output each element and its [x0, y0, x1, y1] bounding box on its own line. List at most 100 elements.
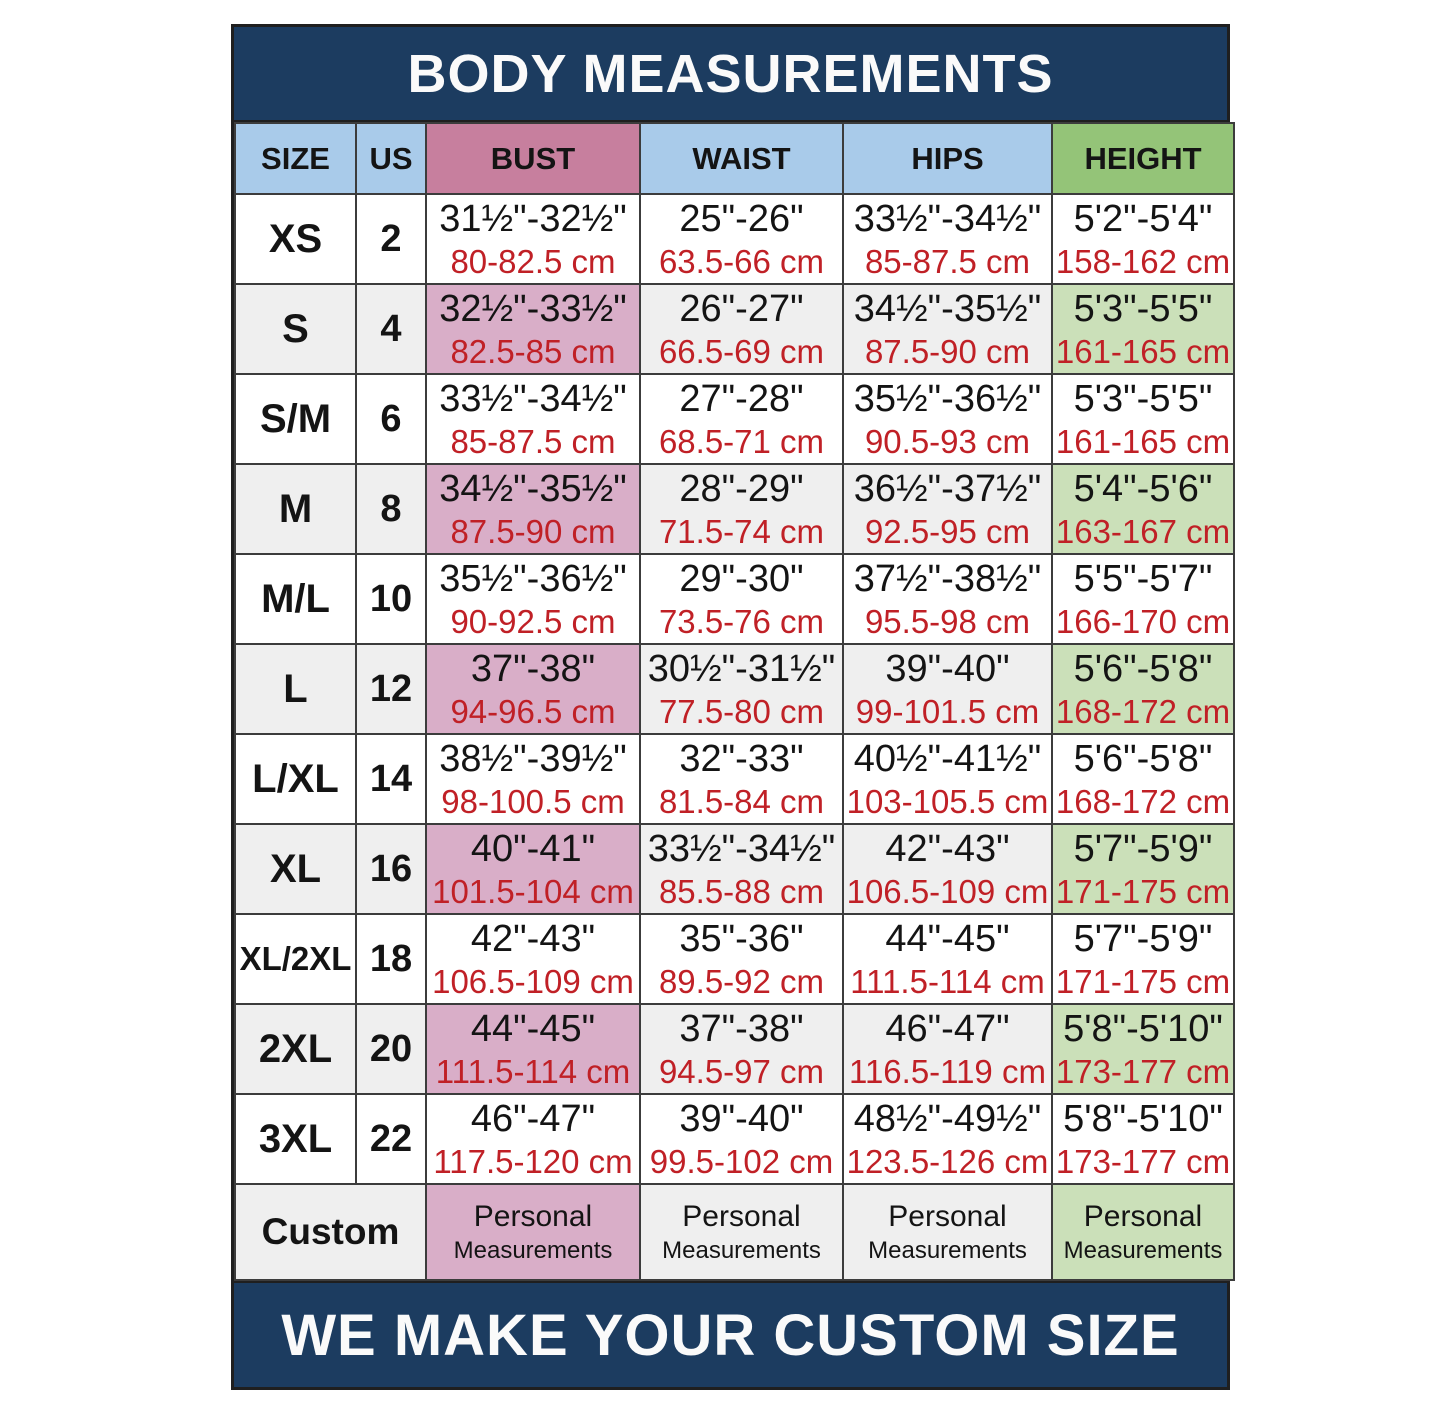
measurements-line: Measurements — [453, 1237, 613, 1264]
bust-inches: 40"-41" — [470, 827, 596, 870]
hips-inches: 42"-43" — [885, 827, 1010, 870]
waist-inches: 25"-26" — [679, 197, 804, 240]
bust-cell: 38½"-39½" 98-100.5 cm — [425, 733, 641, 825]
height-cell: 5'8"-5'10" 173-177 cm — [1051, 1003, 1235, 1095]
table-row: L/XL 14 38½"-39½" 98-100.5 cm 32"-33" 81.5-84… — [234, 733, 1235, 825]
hips-cell: 36½"-37½" 92.5-95 cm — [842, 463, 1053, 555]
height-inches: 5'3"-5'5" — [1073, 377, 1213, 420]
height-cell: 5'6"-5'8" 168-172 cm — [1051, 643, 1235, 735]
hips-centimeters: 85-87.5 cm — [864, 242, 1031, 280]
height-centimeters: 171-175 cm — [1055, 962, 1231, 1000]
us-size-value: 8 — [355, 463, 427, 555]
height-inches: 5'6"-5'8" — [1073, 737, 1213, 780]
hips-cell: 34½"-35½" 87.5-90 cm — [842, 283, 1053, 375]
us-size-value: 4 — [355, 283, 427, 375]
custom-size-label: Custom — [234, 1183, 427, 1281]
column-header-hips: HIPS — [842, 122, 1053, 195]
table-row: M 8 34½"-35½" 87.5-90 cm 28"-29" 71.5-74 cm 36… — [234, 463, 1235, 555]
waist-centimeters: 99.5-102 cm — [649, 1142, 834, 1180]
waist-inches: 29"-30" — [679, 557, 804, 600]
size-label: S — [234, 283, 357, 375]
waist-inches: 39"-40" — [679, 1097, 804, 1140]
hips-cell: 33½"-34½" 85-87.5 cm — [842, 193, 1053, 285]
height-centimeters: 161-165 cm — [1055, 422, 1231, 460]
bust-centimeters: 106.5-109 cm — [432, 962, 634, 1000]
waist-inches: 32"-33" — [679, 737, 804, 780]
waist-cell: 27"-28" 68.5-71 cm — [639, 373, 844, 465]
bust-cell: 40"-41" 101.5-104 cm — [425, 823, 641, 915]
table-row: XS 2 31½"-32½" 80-82.5 cm 25"-26" 63.5-66 cm 3… — [234, 193, 1235, 285]
table-body: XS 2 31½"-32½" 80-82.5 cm 25"-26" 63.5-66 cm 3… — [234, 193, 1235, 1185]
height-inches: 5'5"-5'7" — [1073, 557, 1213, 600]
waist-cell: 37"-38" 94.5-97 cm — [639, 1003, 844, 1095]
custom-hips-cell: Personal Measurements — [842, 1183, 1053, 1281]
size-chart: BODY MEASUREMENTS SIZE US BUST WAIST HIP… — [231, 24, 1235, 1390]
hips-inches: 35½"-36½" — [853, 377, 1042, 420]
waist-inches: 26"-27" — [679, 287, 804, 330]
hips-inches: 37½"-38½" — [853, 557, 1042, 600]
height-cell: 5'3"-5'5" 161-165 cm — [1051, 373, 1235, 465]
hips-cell: 48½"-49½" 123.5-126 cm — [842, 1093, 1053, 1185]
height-cell: 5'8"-5'10" 173-177 cm — [1051, 1093, 1235, 1185]
table-row: L 12 37"-38" 94-96.5 cm 30½"-31½" 77.5-80 cm 3… — [234, 643, 1235, 735]
hips-centimeters: 103-105.5 cm — [846, 782, 1049, 820]
hips-inches: 34½"-35½" — [853, 287, 1042, 330]
waist-cell: 30½"-31½" 77.5-80 cm — [639, 643, 844, 735]
measurements-line: Measurements — [868, 1237, 1027, 1264]
height-cell: 5'7"-5'9" 171-175 cm — [1051, 823, 1235, 915]
bust-centimeters: 111.5-114 cm — [435, 1052, 631, 1090]
bust-inches: 37"-38" — [470, 647, 596, 690]
size-label: M — [234, 463, 357, 555]
size-label: M/L — [234, 553, 357, 645]
waist-centimeters: 77.5-80 cm — [658, 692, 825, 730]
waist-centimeters: 71.5-74 cm — [658, 512, 825, 550]
waist-centimeters: 66.5-69 cm — [658, 332, 825, 370]
size-label: 3XL — [234, 1093, 357, 1185]
waist-inches: 30½"-31½" — [647, 647, 836, 690]
waist-inches: 37"-38" — [679, 1007, 804, 1050]
height-centimeters: 173-177 cm — [1055, 1052, 1231, 1090]
waist-centimeters: 81.5-84 cm — [658, 782, 825, 820]
hips-cell: 46"-47" 116.5-119 cm — [842, 1003, 1053, 1095]
size-label: L — [234, 643, 357, 735]
hips-cell: 37½"-38½" 95.5-98 cm — [842, 553, 1053, 645]
height-centimeters: 168-172 cm — [1055, 692, 1231, 730]
bust-cell: 35½"-36½" 90-92.5 cm — [425, 553, 641, 645]
bust-centimeters: 87.5-90 cm — [450, 512, 616, 550]
hips-inches: 39"-40" — [885, 647, 1010, 690]
hips-centimeters: 92.5-95 cm — [864, 512, 1031, 550]
waist-centimeters: 85.5-88 cm — [658, 872, 825, 910]
height-centimeters: 166-170 cm — [1055, 602, 1231, 640]
waist-inches: 27"-28" — [679, 377, 804, 420]
bust-inches: 44"-45" — [470, 1007, 596, 1050]
bust-centimeters: 80-82.5 cm — [450, 242, 616, 280]
us-size-value: 2 — [355, 193, 427, 285]
hips-inches: 33½"-34½" — [853, 197, 1042, 240]
bust-centimeters: 90-92.5 cm — [450, 602, 616, 640]
waist-cell: 28"-29" 71.5-74 cm — [639, 463, 844, 555]
hips-inches: 48½"-49½" — [853, 1097, 1042, 1140]
custom-bust-cell: Personal Measurements — [425, 1183, 641, 1281]
table-row: 2XL 20 44"-45" 111.5-114 cm 37"-38" 94.5-97 c… — [234, 1003, 1235, 1095]
size-label: XS — [234, 193, 357, 285]
personal-line: Personal — [682, 1200, 801, 1233]
table-row: XL/2XL 18 42"-43" 106.5-109 cm 35"-36" 89.5-9… — [234, 913, 1235, 1005]
us-size-value: 20 — [355, 1003, 427, 1095]
bust-centimeters: 117.5-120 cm — [433, 1142, 633, 1180]
size-label: XL/2XL — [234, 913, 357, 1005]
height-cell: 5'2"-5'4" 158-162 cm — [1051, 193, 1235, 285]
table-row: 3XL 22 46"-47" 117.5-120 cm 39"-40" 99.5-102 … — [234, 1093, 1235, 1185]
personal-line: Personal — [1083, 1200, 1203, 1233]
height-inches: 5'7"-5'9" — [1073, 917, 1213, 960]
custom-waist-cell: Personal Measurements — [639, 1183, 844, 1281]
column-header-waist: WAIST — [639, 122, 844, 195]
chart-title: BODY MEASUREMENTS — [234, 27, 1227, 122]
us-size-value: 18 — [355, 913, 427, 1005]
waist-cell: 39"-40" 99.5-102 cm — [639, 1093, 844, 1185]
waist-cell: 26"-27" 66.5-69 cm — [639, 283, 844, 375]
hips-centimeters: 99-101.5 cm — [855, 692, 1040, 730]
waist-cell: 32"-33" 81.5-84 cm — [639, 733, 844, 825]
bust-inches: 31½"-32½" — [439, 197, 627, 240]
height-cell: 5'6"-5'8" 168-172 cm — [1051, 733, 1235, 825]
